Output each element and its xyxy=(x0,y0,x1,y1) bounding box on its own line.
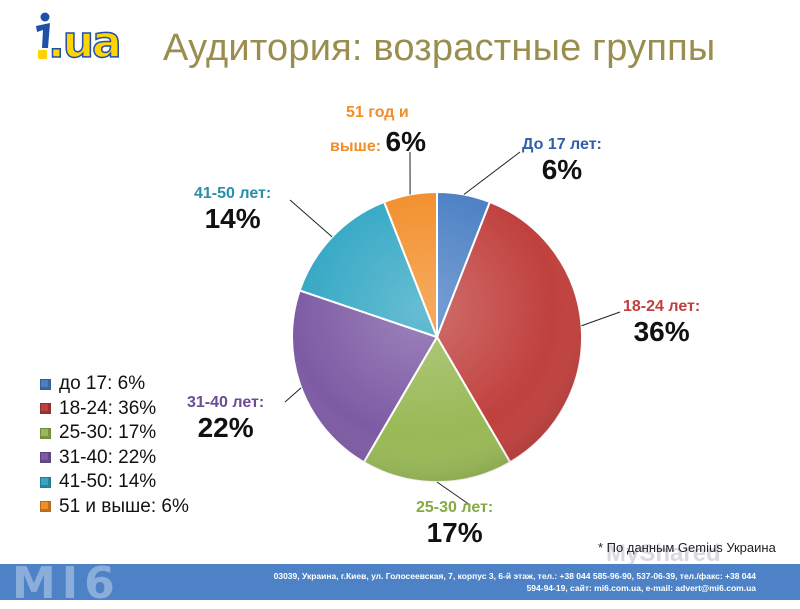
label-slice-5: 51 год и выше: 6% xyxy=(330,104,426,159)
legend-swatch-3 xyxy=(40,452,51,463)
legend-item: 18-24: 36% xyxy=(40,397,189,422)
leader-line-3 xyxy=(285,388,301,402)
legend-label-1: 18-24: 36% xyxy=(59,398,156,420)
legend-label-5: 51 и выше: 6% xyxy=(59,496,189,518)
slice-2-name: 25-30 лет: xyxy=(416,499,493,517)
slice-3-pct: 22% xyxy=(187,412,264,444)
slice-1-pct: 36% xyxy=(623,316,700,348)
slice-0-name: До 17 лет: xyxy=(522,136,602,154)
legend-item: до 17: 6% xyxy=(40,372,189,397)
label-slice-0: До 17 лет: 6% xyxy=(522,136,602,187)
footer-bar: MI6 03039, Украина, г.Киев, ул. Голосеев… xyxy=(0,564,800,600)
slice-5-name-line2: выше: xyxy=(330,138,381,155)
footer-contact: 03039, Украина, г.Киев, ул. Голосеевская… xyxy=(274,570,756,594)
slice-0-pct: 6% xyxy=(522,154,602,186)
legend-swatch-5 xyxy=(40,501,51,512)
footer-line-1: 03039, Украина, г.Киев, ул. Голосеевская… xyxy=(274,570,756,582)
leader-line-4 xyxy=(290,200,332,237)
legend-label-3: 31-40: 22% xyxy=(59,447,156,469)
label-slice-1: 18-24 лет: 36% xyxy=(623,298,700,349)
label-slice-2: 25-30 лет: 17% xyxy=(416,499,493,550)
slice-4-pct: 14% xyxy=(194,203,271,235)
legend-item: 31-40: 22% xyxy=(40,446,189,471)
slice-3-name: 31-40 лет: xyxy=(187,394,264,412)
legend-label-4: 41-50: 14% xyxy=(59,471,156,493)
slice-1-name: 18-24 лет: xyxy=(623,298,700,316)
slice-5-name-line1: 51 год и xyxy=(330,104,426,122)
slice-2-pct: 17% xyxy=(416,517,493,549)
label-slice-4: 41-50 лет: 14% xyxy=(194,185,271,236)
legend-label-2: 25-30: 17% xyxy=(59,422,156,444)
legend-swatch-2 xyxy=(40,428,51,439)
leader-line-0 xyxy=(464,152,520,195)
footer-line-2: 594-94-19, сайт: mi6.com.ua, e-mail: adv… xyxy=(274,582,756,594)
legend-swatch-0 xyxy=(40,379,51,390)
footer-logo: MI6 xyxy=(12,564,121,604)
legend-swatch-1 xyxy=(40,403,51,414)
legend-item: 25-30: 17% xyxy=(40,421,189,446)
legend-item: 51 и выше: 6% xyxy=(40,495,189,520)
legend-item: 41-50: 14% xyxy=(40,470,189,495)
chart-legend: до 17: 6% 18-24: 36% 25-30: 17% 31-40: 2… xyxy=(40,372,189,519)
leader-line-1 xyxy=(582,312,620,326)
slice-5-pct: 6% xyxy=(386,126,426,157)
source-note: * По данным Gemius Украина xyxy=(598,540,776,555)
slice-4-name: 41-50 лет: xyxy=(194,185,271,203)
legend-label-0: до 17: 6% xyxy=(59,373,145,395)
label-slice-3: 31-40 лет: 22% xyxy=(187,394,264,445)
legend-swatch-4 xyxy=(40,477,51,488)
